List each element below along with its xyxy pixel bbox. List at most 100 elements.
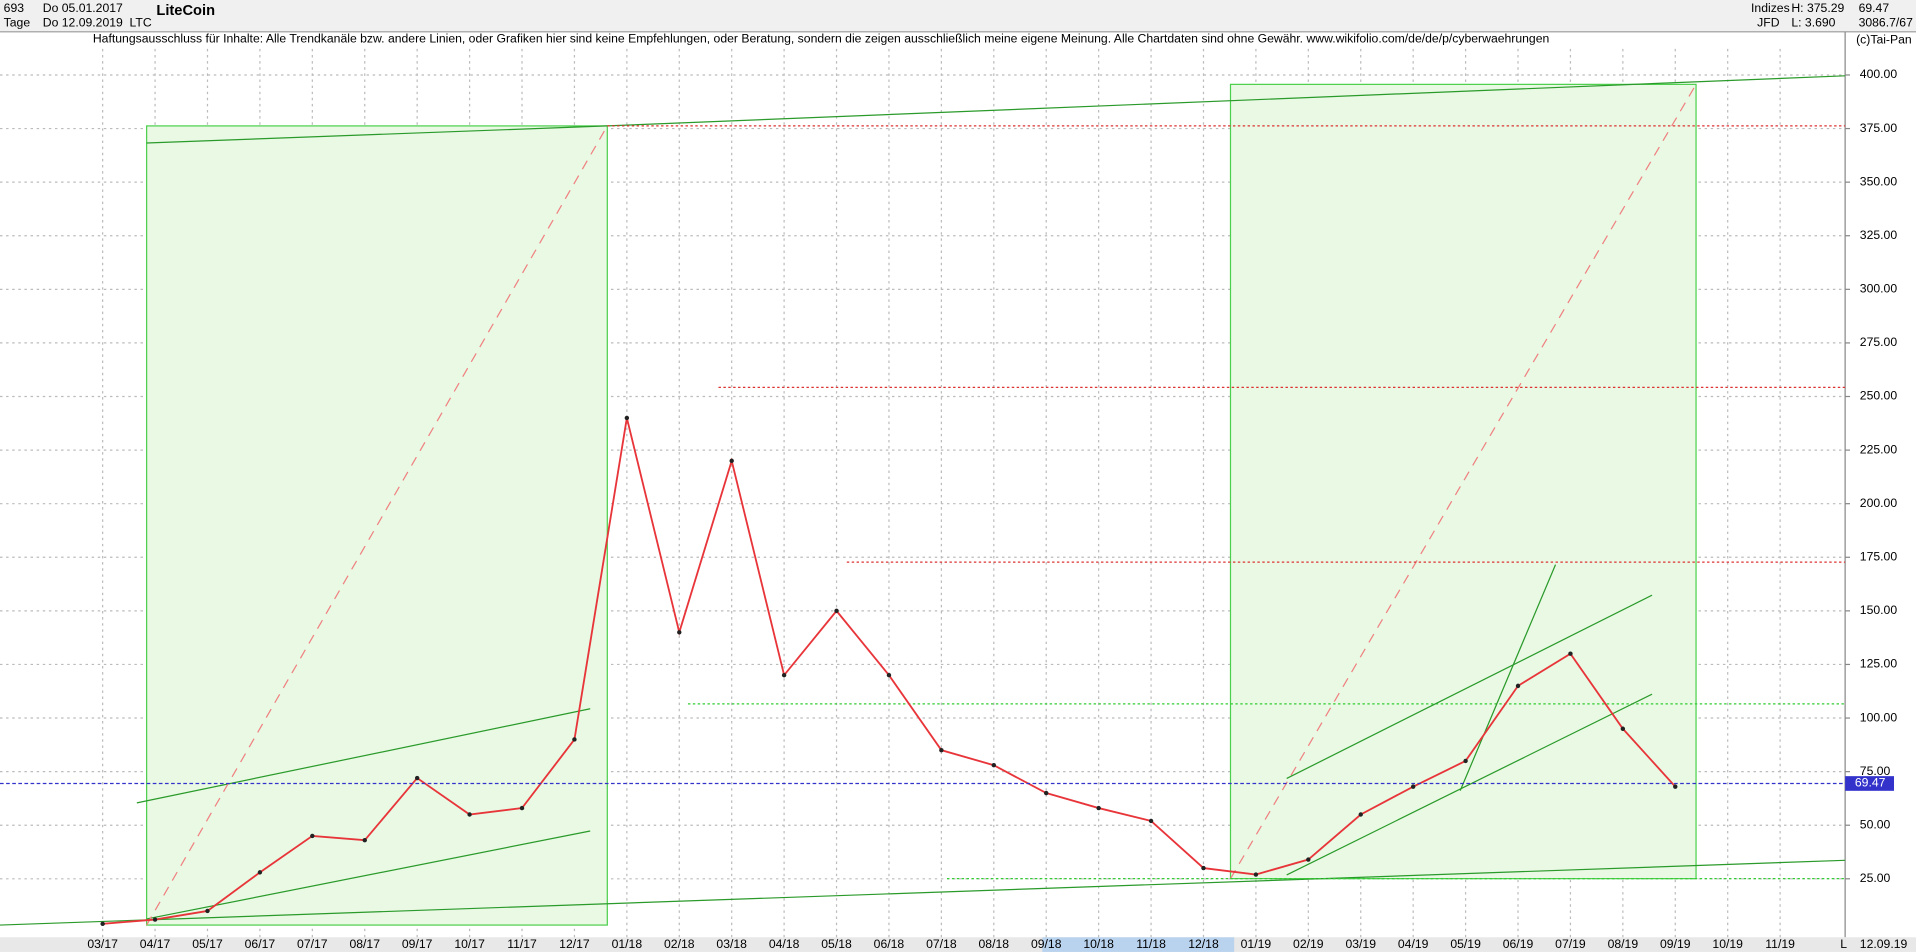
header-bar: [0, 0, 1916, 32]
price-point: [100, 921, 105, 927]
price-point: [991, 762, 997, 768]
x-tick-label: 10/18: [1083, 937, 1114, 951]
y-tick-label: 250.00: [1860, 389, 1898, 403]
y-tick-label: 350.00: [1860, 174, 1898, 188]
trend-line: [0, 859, 1846, 926]
x-tick-label: 05/19: [1450, 937, 1481, 951]
x-tick-label: 10/19: [1712, 937, 1743, 951]
x-axis-band: [0, 937, 1916, 952]
price-point: [781, 672, 787, 678]
x-tick-label: 03/17: [87, 937, 118, 951]
price-point: [1463, 758, 1468, 764]
x-tick-label: 11/19: [1765, 937, 1795, 951]
price-point: [886, 672, 892, 678]
extra: 3086.7/67: [1859, 15, 1914, 29]
price-point: [1515, 683, 1521, 689]
x-tick-label: 05/17: [192, 937, 223, 951]
last-price-box: [1845, 776, 1895, 791]
x-tick-label: 04/19: [1398, 937, 1429, 951]
y-tick-label: 200.00: [1860, 496, 1898, 510]
x-tick-label: 12/18: [1188, 937, 1219, 951]
x-tick-label: 07/17: [297, 937, 328, 951]
trend-line: [1286, 693, 1653, 876]
y-tick-label: 275.00: [1860, 335, 1898, 349]
price-point: [519, 805, 525, 811]
x-tick-label: 04/18: [769, 937, 800, 951]
x-tick-label: 06/17: [245, 937, 276, 951]
y-tick-label: 325.00: [1860, 228, 1898, 242]
price-point: [1096, 805, 1101, 811]
source: JFD: [1757, 15, 1780, 29]
end-date: Do 12.09.2019: [43, 15, 123, 29]
copyright: (c)Tai-Pan: [1856, 33, 1912, 47]
x-tick-label: 03/18: [716, 937, 747, 951]
y-tick-label: 100.00: [1860, 710, 1898, 724]
price-point: [152, 917, 158, 922]
x-tick-label: 02/19: [1293, 937, 1324, 951]
y-tick-label: 25.00: [1860, 871, 1891, 885]
y-tick-label: 175.00: [1860, 549, 1898, 563]
footer-date: 12.09.19: [1860, 937, 1908, 951]
price-point: [1568, 651, 1573, 656]
x-tick-label: 04/17: [140, 937, 171, 951]
x-tick-label: 05/18: [821, 937, 852, 951]
x-tick-label: 12/17: [559, 937, 590, 951]
price-point: [1306, 857, 1311, 862]
x-tick-label: 06/18: [874, 937, 905, 951]
y-tick-label: 375.00: [1860, 121, 1898, 135]
zone-box: [146, 125, 608, 926]
price-point: [205, 908, 210, 914]
x-tick-label: 03/19: [1345, 937, 1376, 951]
period: Tage: [4, 15, 31, 29]
y-tick-label: 400.00: [1860, 67, 1898, 81]
price-point: [1253, 872, 1259, 877]
trend-line: [146, 830, 591, 920]
x-tick-label: 11/17: [507, 937, 537, 951]
zone-box: [1229, 83, 1697, 880]
x-tick-label: 09/19: [1660, 937, 1691, 951]
annotations: [0, 75, 1846, 926]
trend-line: [136, 708, 591, 804]
low: L: 3.690: [1791, 15, 1835, 29]
high: H: 375.29: [1791, 1, 1844, 15]
market: Indizes: [1751, 1, 1790, 15]
y-tick-label: 300.00: [1860, 282, 1898, 296]
price-point: [939, 747, 944, 753]
trend-line: [1286, 594, 1653, 779]
price-point: [729, 458, 734, 464]
y-tick-label: 150.00: [1860, 603, 1898, 617]
price-point: [624, 415, 630, 421]
last-text: 69.47: [1859, 1, 1890, 15]
y-tick-label: 125.00: [1860, 657, 1898, 671]
x-tick-label: 09/18: [1031, 937, 1062, 951]
price-point: [414, 775, 420, 781]
price-point: [1044, 790, 1049, 796]
x-tick-label: 07/18: [926, 937, 957, 951]
price-point: [1410, 784, 1416, 789]
y-tick-label: 75.00: [1860, 764, 1891, 778]
price-point: [362, 838, 367, 843]
price-point: [1148, 818, 1154, 824]
x-axis-highlight: [1042, 937, 1235, 952]
x-tick-label: 01/19: [1241, 937, 1272, 951]
price-point: [1201, 865, 1206, 871]
x-tick-label: 08/18: [979, 937, 1010, 951]
x-tick-label: 06/19: [1503, 937, 1534, 951]
price-point: [834, 608, 839, 614]
x-tick-label: 07/19: [1555, 937, 1586, 951]
chart-title: LiteCoin: [156, 3, 215, 19]
price-point: [1673, 784, 1678, 789]
x-tick-label: 08/17: [349, 937, 380, 951]
x-tick-label: 01/18: [612, 937, 643, 951]
price-point: [467, 812, 472, 817]
price-point: [677, 630, 682, 635]
x-tick-label: 02/18: [664, 937, 695, 951]
trend-line: [1459, 564, 1557, 791]
disclaimer: Haftungsausschluss für Inhalte: Alle Tre…: [93, 31, 1549, 45]
trend-line: [607, 75, 1846, 127]
price-point: [1620, 726, 1626, 731]
price-point: [310, 833, 315, 839]
price-point: [1358, 812, 1363, 817]
x-tick-label: 10/17: [454, 937, 485, 951]
